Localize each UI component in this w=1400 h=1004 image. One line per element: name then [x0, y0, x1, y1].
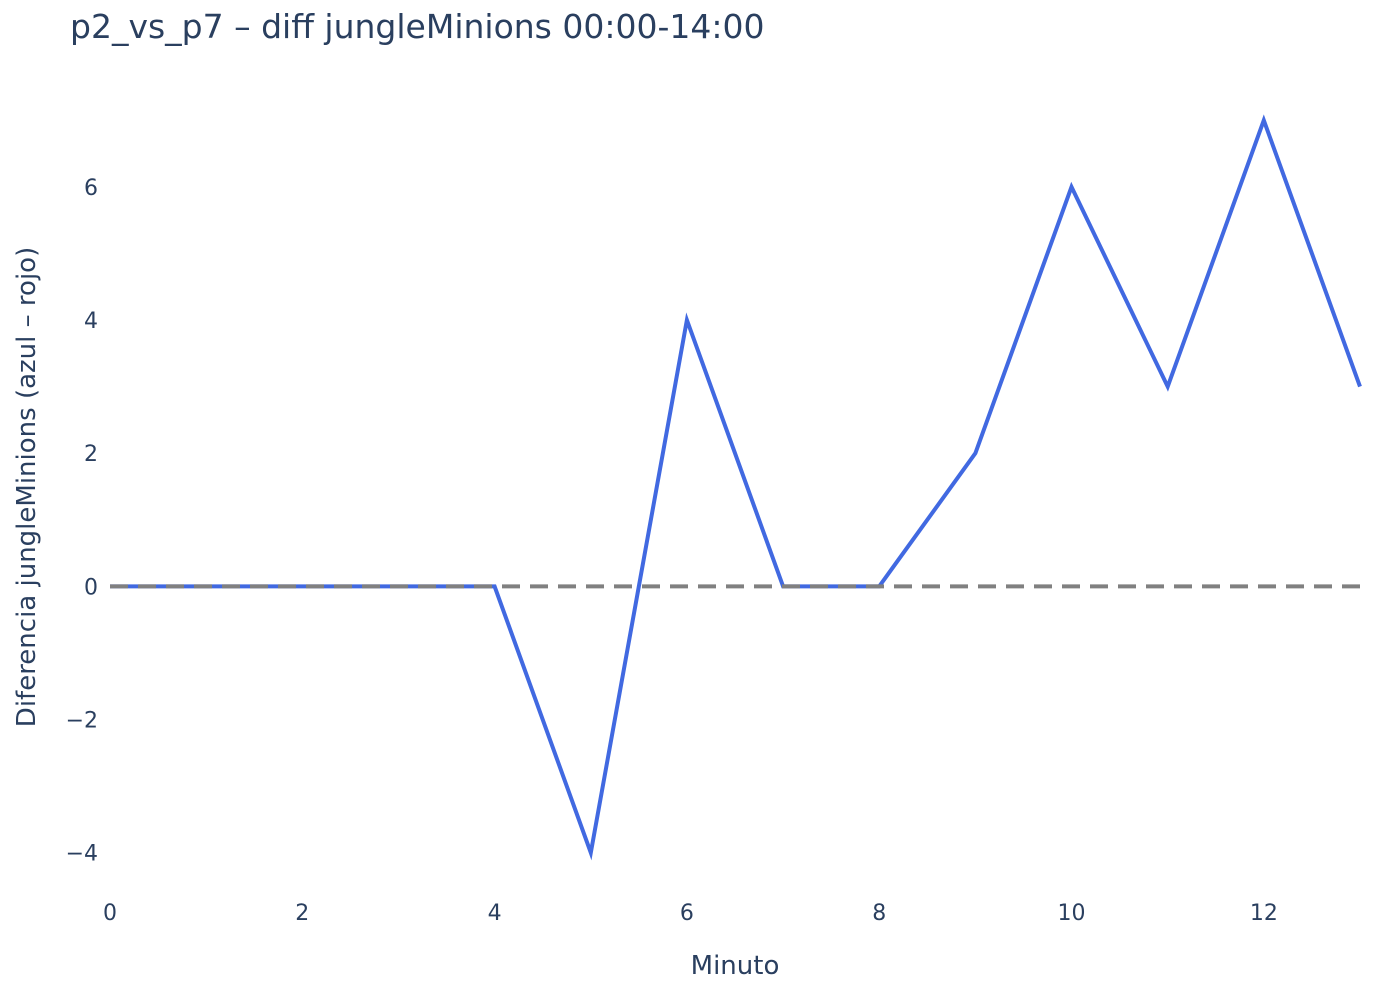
- x-tick-label: 12: [1250, 901, 1278, 926]
- x-axis-ticks: 0 2 4 6 8 10 12: [103, 901, 1278, 926]
- y-tick-label: 2: [84, 442, 98, 467]
- x-axis-title: Minuto: [691, 951, 780, 981]
- plot-area: [110, 114, 1362, 861]
- series-line: [110, 114, 1362, 861]
- y-tick-label: 6: [84, 176, 98, 201]
- x-tick-label: 10: [1058, 901, 1086, 926]
- y-tick-label: −4: [66, 842, 98, 867]
- y-axis-ticks: −4 −2 0 2 4 6: [66, 176, 98, 867]
- x-tick-label: 0: [103, 901, 117, 926]
- y-tick-label: −2: [66, 709, 98, 734]
- chart-title: p2_vs_p7 – diff jungleMinions 00:00-14:0…: [70, 7, 764, 46]
- x-tick-label: 2: [295, 901, 309, 926]
- y-axis-title: Diferencia jungleMinions (azul – rojo): [12, 247, 42, 727]
- y-tick-label: 0: [84, 575, 98, 600]
- x-tick-label: 6: [680, 901, 694, 926]
- x-tick-label: 8: [872, 901, 886, 926]
- y-tick-label: 4: [84, 309, 98, 334]
- x-tick-label: 4: [488, 901, 502, 926]
